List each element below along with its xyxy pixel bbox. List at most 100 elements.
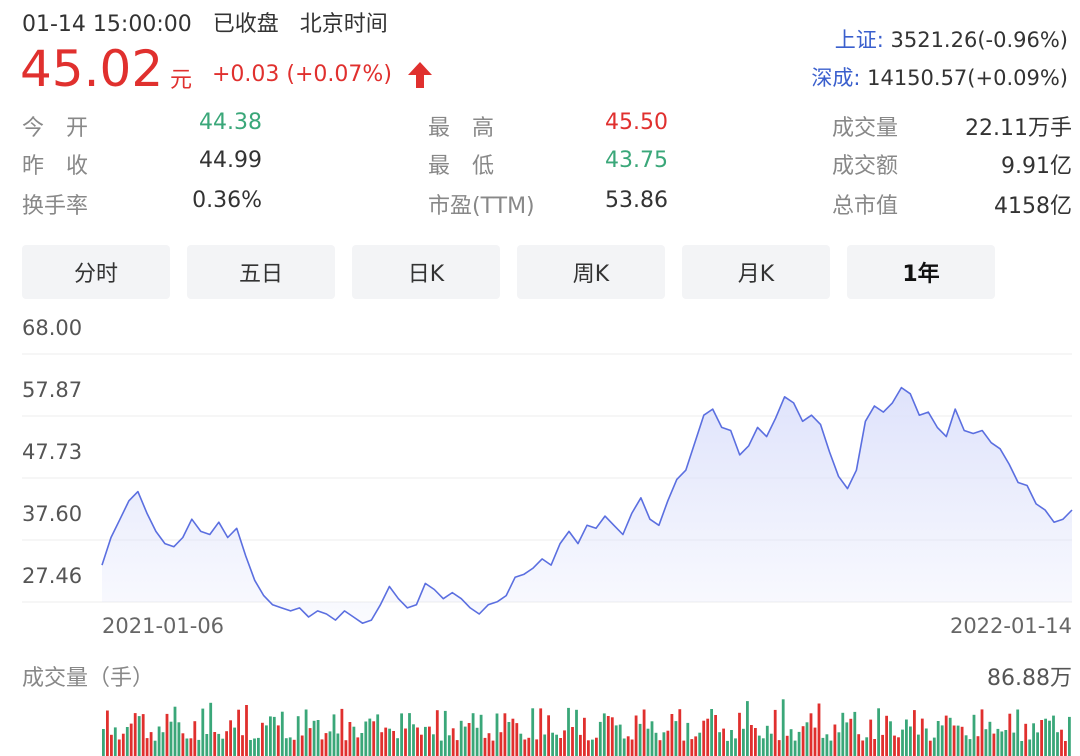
volume-bar: [280, 711, 284, 756]
volume-bar: [718, 732, 721, 756]
volume-bar: [702, 720, 706, 756]
index-value: 14150.57(+0.09%): [867, 66, 1068, 90]
volume-bar: [837, 732, 841, 756]
volume-bar: [451, 728, 455, 756]
volume-bar: [964, 735, 968, 756]
volume-bar: [602, 713, 606, 756]
volume-bar: [348, 722, 352, 756]
tab-period[interactable]: 五日: [187, 245, 335, 299]
volume-bar: [555, 734, 558, 756]
volume-bar: [435, 710, 439, 756]
volume-bar: [559, 738, 562, 756]
volume-bar: [869, 719, 873, 756]
volume-bar: [928, 740, 932, 756]
volume-bar: [682, 740, 686, 756]
volume-bar: [284, 738, 288, 756]
volume-bar: [909, 726, 912, 756]
volume-bar: [865, 737, 869, 756]
tab-period[interactable]: 分时: [22, 245, 170, 299]
stat-label: 最 低: [428, 154, 495, 179]
volume-bar: [984, 729, 988, 756]
volume-bar: [1004, 730, 1008, 756]
current-price: 45.02: [20, 40, 164, 98]
volume-bar: [221, 738, 225, 756]
tab-period[interactable]: 周K: [517, 245, 665, 299]
volume-bar: [754, 728, 757, 756]
volume-bar: [253, 738, 256, 756]
volume-bar: [587, 740, 590, 756]
volume-bar: [511, 718, 515, 756]
volume-bar: [106, 710, 109, 756]
volume-bar: [137, 716, 141, 756]
volume-bar: [129, 723, 133, 756]
volume-bar: [913, 710, 916, 756]
timezone-label: 北京时间: [299, 12, 388, 37]
index-shanghai[interactable]: 上证: 3521.26(-0.96%): [834, 28, 1068, 52]
stat-value: 4158亿: [994, 194, 1072, 219]
tab-period[interactable]: 月K: [682, 245, 830, 299]
volume-label: 成交量（手）: [22, 666, 155, 691]
volume-bar: [650, 721, 654, 756]
volume-bar: [483, 737, 487, 756]
volume-bar: [447, 735, 451, 756]
volume-bar: [614, 725, 618, 756]
volume-bar: [257, 737, 260, 756]
volume-bar: [746, 701, 749, 756]
volume-bar: [173, 706, 177, 756]
volume-bar: [416, 727, 419, 756]
volume-bar: [261, 722, 264, 756]
volume-bar: [920, 718, 924, 756]
volume-bar: [396, 738, 399, 756]
x-tick-label-start: 2021-01-06: [102, 614, 225, 638]
y-tick-label: 68.00: [22, 316, 83, 340]
index-shenzhen[interactable]: 深成: 14150.57(+0.09%): [811, 66, 1068, 90]
index-value: 3521.26(-0.96%): [890, 28, 1068, 52]
volume-bar: [726, 740, 729, 756]
volume-bar: [761, 738, 765, 756]
volume-bar: [177, 722, 181, 756]
y-tick-label: 47.73: [22, 440, 83, 464]
volume-bar: [817, 703, 821, 756]
volume-bar: [654, 732, 658, 756]
volume-bar: [169, 721, 173, 756]
volume-bar: [698, 732, 702, 756]
volume-bar: [217, 733, 221, 756]
volume-bar: [897, 737, 900, 756]
volume-bar: [161, 732, 165, 756]
y-tick-label: 57.87: [22, 378, 83, 402]
volume-bar: [141, 714, 145, 756]
index-name: 深成: [811, 66, 854, 90]
volume-bar: [288, 737, 292, 756]
stat-value: 45.50: [605, 110, 668, 135]
volume-bar: [881, 734, 884, 756]
volume-bar: [539, 708, 543, 756]
volume-bar: [730, 730, 733, 756]
volume-bar: [296, 716, 300, 756]
stat-label: 成交额: [832, 154, 899, 179]
volume-bar: [380, 732, 384, 756]
price-series-line: [101, 386, 1073, 625]
volume-bar: [443, 710, 447, 756]
volume-bar: [885, 715, 888, 756]
volume-bar: [877, 708, 880, 756]
volume-bar: [694, 736, 698, 756]
volume-bar: [658, 740, 662, 756]
volume-bar: [495, 713, 499, 756]
volume-bar: [225, 731, 228, 756]
tab-period[interactable]: 日K: [352, 245, 500, 299]
volume-bar: [479, 714, 483, 756]
volume-bar: [503, 713, 507, 756]
stat-label: 今 开: [22, 116, 89, 141]
volume-bar: [551, 732, 554, 756]
volume-bar: [209, 702, 213, 756]
volume-bar: [857, 734, 861, 756]
tab-period[interactable]: 1年: [847, 245, 995, 299]
volume-bar: [189, 738, 193, 756]
volume-bar: [757, 735, 761, 756]
stat-value: 44.99: [199, 148, 262, 173]
volume-bar: [424, 726, 427, 756]
volume-bar: [1060, 729, 1063, 756]
volume-bar: [1032, 723, 1035, 756]
